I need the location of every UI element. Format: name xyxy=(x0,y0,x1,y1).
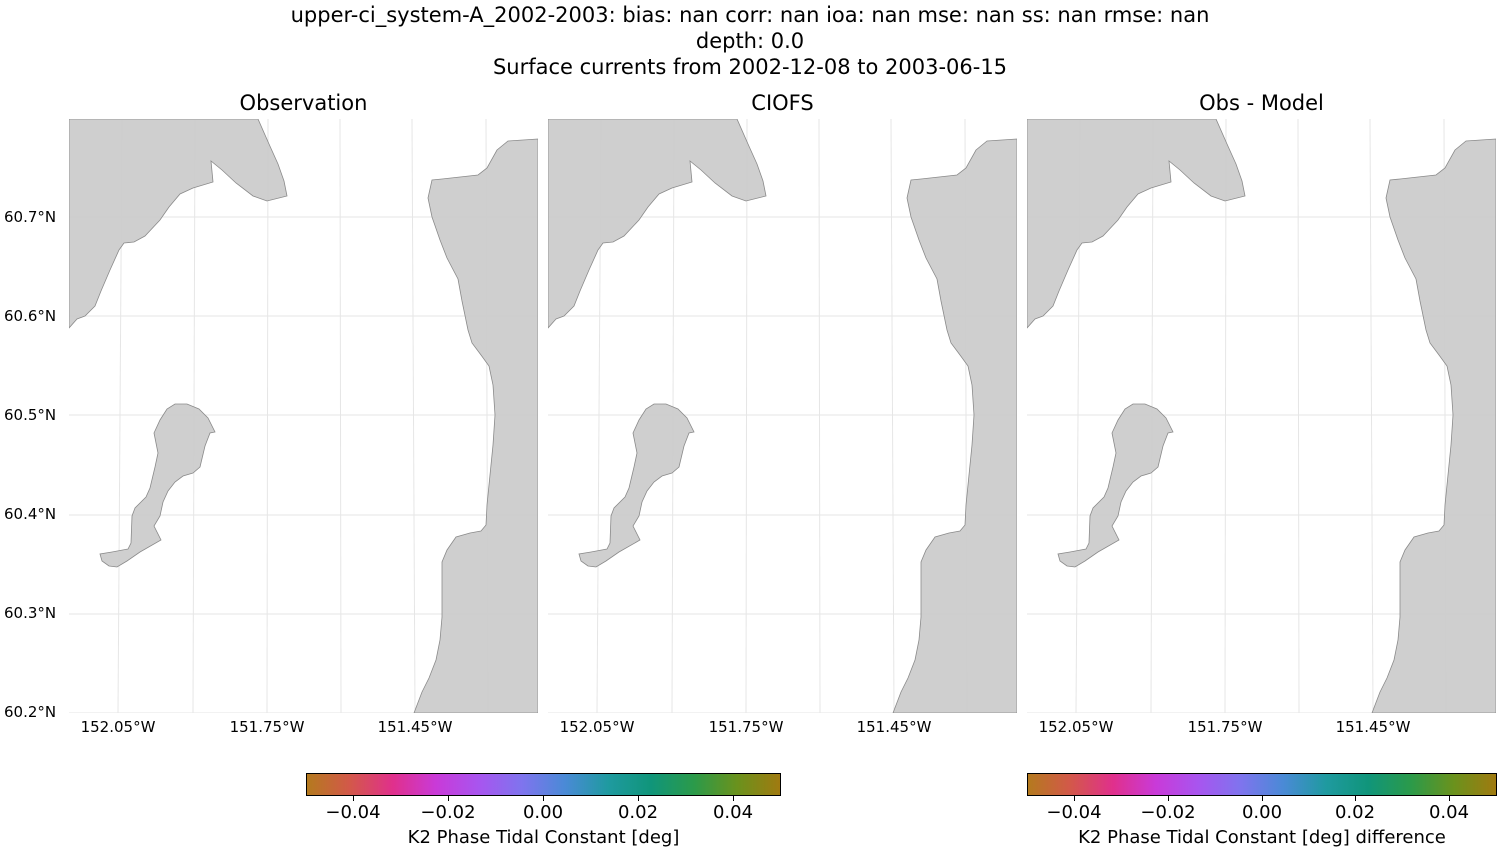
colorbar-tick-label: 0.04 xyxy=(1428,802,1470,823)
colorbar-tick-mark xyxy=(638,796,639,801)
colorbar-tick-label: −0.04 xyxy=(1046,802,1102,823)
colorbar-tick-mark xyxy=(353,796,354,801)
xtick-label: 151.75°W xyxy=(229,718,305,736)
xtick-label: 152.05°W xyxy=(80,718,156,736)
colorbar-tick-label: −0.02 xyxy=(420,802,476,823)
colorbar-label: K2 Phase Tidal Constant [deg] difference xyxy=(1078,827,1446,848)
xtick-label: 151.45°W xyxy=(856,718,932,736)
xtick-label: 151.75°W xyxy=(708,718,784,736)
colorbar-tick-mark xyxy=(1074,796,1075,801)
colorbar-tick-label: −0.02 xyxy=(1140,802,1196,823)
colorbar-observation-model xyxy=(306,773,781,796)
colorbar-tick-label: 0.02 xyxy=(617,802,659,823)
xtick-label: 152.05°W xyxy=(559,718,635,736)
colorbar-tick-mark xyxy=(733,796,734,801)
xtick-label: 151.45°W xyxy=(1335,718,1411,736)
figure-title-line-1: upper-ci_system-A_2002-2003: bias: nan c… xyxy=(290,3,1210,27)
ytick-label: 60.6°N xyxy=(4,307,57,325)
xtick-label: 151.45°W xyxy=(377,718,453,736)
obs-minus-model-map xyxy=(1027,119,1496,713)
colorbar-tick-mark xyxy=(448,796,449,801)
figure-title-line-2: depth: 0.0 xyxy=(695,29,805,53)
colorbar-label: K2 Phase Tidal Constant [deg] xyxy=(407,827,680,848)
colorbar-tick-label: 0.02 xyxy=(1334,802,1376,823)
colorbar-tick-mark xyxy=(1355,796,1356,801)
panel-title-obs-minus-model: Obs - Model xyxy=(1199,91,1324,115)
ytick-label: 60.4°N xyxy=(4,505,57,523)
colorbar-tick-mark xyxy=(543,796,544,801)
ytick-label: 60.3°N xyxy=(4,604,57,622)
colorbar-tick-label: 0.00 xyxy=(1241,802,1283,823)
ciofs-map xyxy=(548,119,1017,713)
observation-map xyxy=(69,119,538,713)
colorbar-tick-mark xyxy=(1262,796,1263,801)
colorbar-tick-label: 0.00 xyxy=(522,802,564,823)
ytick-label: 60.7°N xyxy=(4,208,57,226)
colorbar-tick-mark xyxy=(1449,796,1450,801)
colorbar-tick-label: 0.04 xyxy=(712,802,754,823)
ytick-label: 60.5°N xyxy=(4,406,57,424)
xtick-label: 152.05°W xyxy=(1038,718,1114,736)
colorbar-difference xyxy=(1027,773,1497,796)
colorbar-tick-label: −0.04 xyxy=(325,802,381,823)
ytick-label: 60.2°N xyxy=(4,703,57,721)
xtick-label: 151.75°W xyxy=(1187,718,1263,736)
figure-title-line-3: Surface currents from 2002-12-08 to 2003… xyxy=(492,55,1008,79)
colorbar-tick-mark xyxy=(1168,796,1169,801)
panel-title-observation: Observation xyxy=(239,91,368,115)
panel-title-ciofs: CIOFS xyxy=(751,91,814,115)
